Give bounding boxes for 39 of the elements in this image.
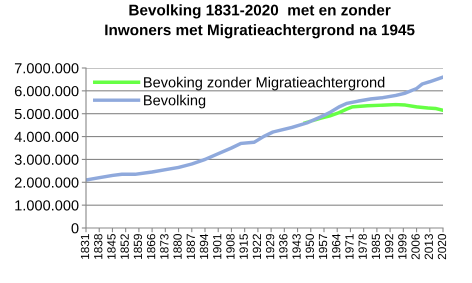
x-tick-label: 1852 bbox=[120, 234, 129, 259]
y-tick-label: 5.000.000 bbox=[14, 108, 78, 120]
x-tick-label: 1950 bbox=[306, 234, 314, 259]
y-tick-label: 3.000.000 bbox=[14, 154, 78, 165]
y-tick-label: 2.000.000 bbox=[14, 177, 78, 188]
x-tick-label: 1943 bbox=[292, 234, 301, 259]
x-tick-label: 1957 bbox=[318, 234, 328, 259]
x-tick-label: 1992 bbox=[384, 234, 394, 259]
x-tick-label: 1915 bbox=[239, 234, 248, 259]
x-tick-label: 1908 bbox=[226, 234, 235, 259]
x-tick-label: 1929 bbox=[266, 234, 274, 259]
x-tick-label: 1866 bbox=[146, 234, 156, 259]
y-tick-label: 4.000.000 bbox=[14, 132, 78, 142]
x-tick-label: 1936 bbox=[279, 234, 288, 259]
x-tick-label: 1964 bbox=[332, 234, 340, 259]
x-tick-label: 1838 bbox=[94, 234, 102, 259]
x-tick-label: 1999 bbox=[398, 234, 406, 259]
x-tick-label: 1971 bbox=[345, 234, 354, 259]
x-tick-label: 1985 bbox=[372, 234, 380, 259]
x-tick-label: 1845 bbox=[107, 234, 116, 259]
x-tick-label: 1894 bbox=[200, 234, 208, 259]
chart-title: Bevolking 1831-2020 met en zonder Inwoners met Migratieachtergrond na 1945 bbox=[105, 4, 415, 38]
x-tick-label: 2013 bbox=[424, 234, 433, 260]
x-tick-label: 1873 bbox=[160, 234, 168, 259]
x-tick-label: 1901 bbox=[213, 234, 222, 259]
x-tick-label: 1922 bbox=[252, 234, 262, 259]
x-tick-label: 2006 bbox=[411, 234, 420, 260]
x-tick-label: 2020 bbox=[438, 234, 446, 260]
x-tick-label: 1831 bbox=[80, 234, 90, 259]
x-tick-label: 1978 bbox=[358, 234, 367, 259]
y-tick-label: 0 bbox=[72, 223, 78, 234]
legend-label: Bevolking bbox=[144, 94, 206, 108]
x-tick-label: 1887 bbox=[186, 234, 195, 259]
x-tick-label: 1880 bbox=[173, 234, 182, 259]
legend-label: Bevoking zonder Migratieachtergrond bbox=[144, 76, 384, 90]
y-tick-label: 6.000.000 bbox=[14, 86, 78, 96]
y-tick-label: 7.000.000 bbox=[14, 63, 78, 74]
x-tick-label: 1859 bbox=[134, 234, 142, 259]
y-tick-label: 1.000.000 bbox=[15, 200, 78, 211]
